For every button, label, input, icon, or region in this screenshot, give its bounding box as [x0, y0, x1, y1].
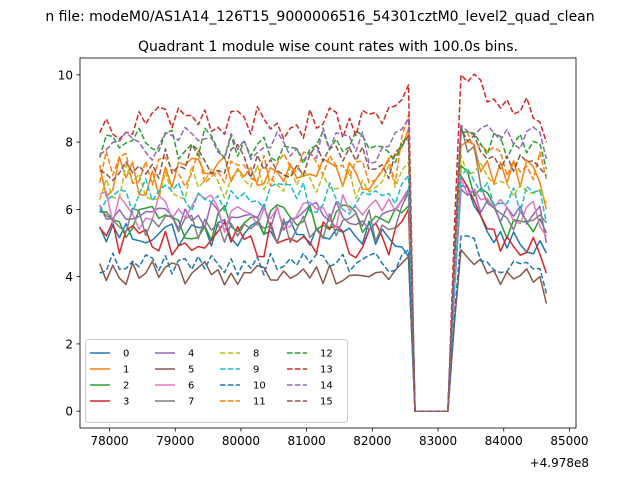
legend-label-13: 13 — [320, 365, 333, 376]
y-tick-label: 2 — [65, 337, 73, 351]
x-tick-label: 79000 — [156, 434, 194, 448]
series-line-15 — [99, 127, 547, 412]
plot-frame — [79, 57, 577, 429]
series-line-10 — [99, 235, 548, 412]
y-tick-label: 4 — [65, 270, 73, 284]
legend-label-10: 10 — [253, 381, 266, 392]
series-line-3 — [99, 174, 548, 412]
legend-label-9: 9 — [253, 365, 259, 376]
x-tick-label: 84000 — [485, 434, 523, 448]
y-tick-label: 8 — [65, 136, 73, 150]
series-line-12 — [98, 127, 548, 412]
series-line-0 — [99, 185, 548, 412]
x-tick-label: 85000 — [550, 434, 588, 448]
x-offset-label: +4.978e8 — [530, 456, 589, 470]
chart-title: Quadrant 1 module wise count rates with … — [138, 39, 518, 55]
series-layer — [98, 73, 548, 412]
legend-label-3: 3 — [123, 397, 129, 408]
x-tick-label: 82000 — [353, 434, 391, 448]
figure-suptitle: n file: modeM0/AS1A14_126T15_9000006516_… — [45, 9, 594, 25]
legend-box — [85, 339, 348, 423]
legend-label-15: 15 — [320, 397, 333, 408]
series-line-8 — [98, 154, 548, 412]
y-tick-label: 6 — [65, 203, 73, 217]
y-tick-label: 10 — [58, 68, 73, 82]
series-line-13 — [99, 73, 548, 412]
legend-label-12: 12 — [320, 349, 333, 360]
legend-label-5: 5 — [188, 365, 194, 376]
legend-label-11: 11 — [253, 397, 266, 408]
legend-label-7: 7 — [188, 397, 194, 408]
legend-label-1: 1 — [123, 365, 129, 376]
legend-label-0: 0 — [123, 349, 129, 360]
series-line-14 — [99, 117, 548, 412]
series-line-6 — [99, 178, 548, 412]
legend-label-8: 8 — [253, 349, 259, 360]
y-tick-label: 0 — [65, 405, 73, 419]
series-line-7 — [99, 124, 547, 412]
x-tick-label: 78000 — [90, 434, 128, 448]
series-line-9 — [99, 167, 548, 412]
legend-label-4: 4 — [188, 349, 194, 360]
legend-label-2: 2 — [123, 381, 129, 392]
legend-label-14: 14 — [320, 381, 333, 392]
x-tick-label: 80000 — [222, 434, 260, 448]
axes: 78000 79000 80000 81000 82000 83000 84000 85000… — [58, 57, 589, 448]
series-line-1 — [98, 127, 548, 412]
x-tick-label: 81000 — [288, 434, 326, 448]
legend-label-6: 6 — [188, 381, 194, 392]
x-tick-label: 83000 — [419, 434, 457, 448]
series-line-5 — [99, 248, 548, 412]
